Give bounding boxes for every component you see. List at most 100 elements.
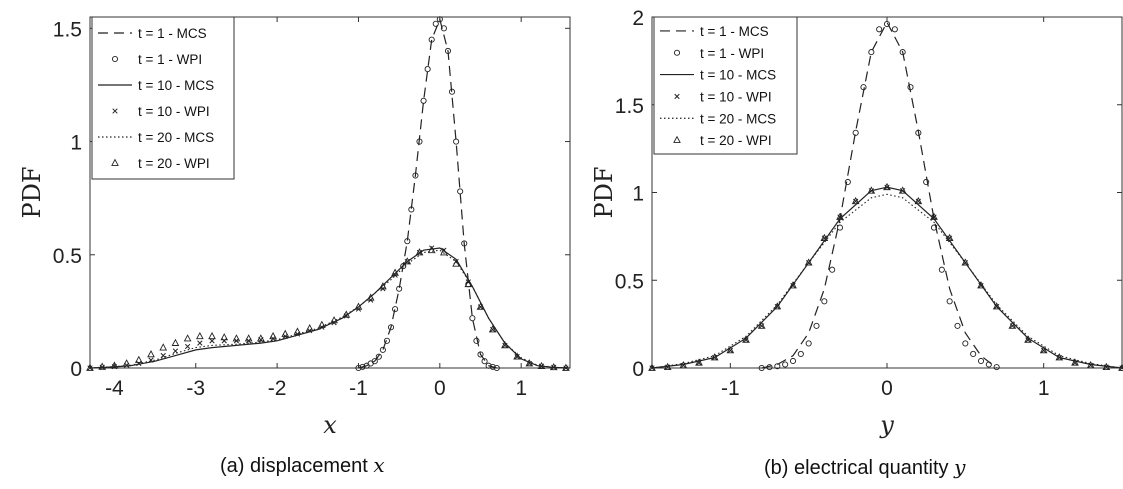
legend-item: t = 1 - MCS xyxy=(660,24,769,39)
series-4 xyxy=(651,193,1123,369)
data-point xyxy=(526,360,532,367)
legend-label: t = 10 - WPI xyxy=(700,89,772,104)
data-point xyxy=(481,358,488,365)
data-point xyxy=(184,343,191,350)
data-point xyxy=(391,268,399,276)
data-point xyxy=(962,340,969,347)
data-point xyxy=(281,329,290,337)
data-point xyxy=(679,361,688,369)
data-point xyxy=(1118,363,1123,371)
data-point xyxy=(396,285,403,292)
data-point xyxy=(930,212,938,220)
data-point xyxy=(962,260,968,266)
data-point xyxy=(159,343,168,351)
series-3 xyxy=(87,245,569,371)
data-point xyxy=(371,358,378,365)
data-point xyxy=(147,350,155,358)
series-2 xyxy=(651,186,1123,369)
legend-swatch xyxy=(111,55,119,63)
legend-swatch xyxy=(674,93,680,100)
data-point xyxy=(648,363,656,371)
plot-frame xyxy=(89,16,571,369)
data-point xyxy=(837,214,843,220)
data-point xyxy=(220,333,229,341)
y-tick-label: 0 xyxy=(70,358,82,381)
legend-item: t = 20 - WPI xyxy=(673,133,772,148)
data-point xyxy=(993,364,1000,371)
legend-swatch xyxy=(112,108,118,114)
legend-box xyxy=(653,16,798,155)
data-point xyxy=(915,129,922,136)
data-point xyxy=(844,178,851,186)
legend-item: t = 20 - WPI xyxy=(111,156,210,171)
series-3 xyxy=(649,184,1123,371)
data-point xyxy=(900,188,906,194)
data-point xyxy=(930,224,938,231)
y-axis-label: PDF xyxy=(590,166,618,218)
data-point xyxy=(914,196,923,205)
data-point xyxy=(392,306,399,313)
data-point xyxy=(898,186,907,194)
legend-box xyxy=(91,16,235,180)
data-point xyxy=(696,360,702,366)
data-point xyxy=(836,224,844,231)
data-point xyxy=(305,324,314,332)
data-point xyxy=(134,355,143,363)
legend: t = 1 - MCS t = 1 - WPI t = 10 - MCS t = 10… xyxy=(653,16,798,155)
data-point xyxy=(992,302,1001,310)
data-point xyxy=(221,338,227,344)
x-axis-label: y xyxy=(879,411,894,439)
data-point xyxy=(256,334,265,342)
legend-label: t = 20 - WPI xyxy=(700,133,772,148)
data-point xyxy=(1056,354,1062,361)
series-1 xyxy=(355,16,500,372)
data-point xyxy=(98,362,107,370)
data-point xyxy=(758,364,765,372)
data-point xyxy=(403,257,412,265)
data-point xyxy=(766,364,773,371)
x-tick-label: -3 xyxy=(186,377,205,400)
data-point xyxy=(428,36,435,43)
data-point xyxy=(961,258,970,266)
data-point xyxy=(1055,353,1064,361)
data-point xyxy=(947,235,953,241)
data-point xyxy=(448,88,456,95)
data-point xyxy=(232,334,241,342)
legend-label: t = 10 - MCS xyxy=(138,78,214,93)
legend-item: t = 10 - WPI xyxy=(674,89,772,104)
data-point xyxy=(829,266,836,273)
data-point xyxy=(383,337,390,344)
caption-text: (b) electrical quantity xyxy=(764,457,954,479)
data-point xyxy=(195,331,204,340)
x-tick-label: -2 xyxy=(268,377,287,400)
legend-item: t = 1 - WPI xyxy=(111,52,202,67)
data-point xyxy=(852,129,859,136)
legend-label: t = 1 - WPI xyxy=(138,52,202,67)
data-point xyxy=(891,26,898,33)
data-point xyxy=(977,357,985,365)
data-point xyxy=(501,341,509,349)
data-point xyxy=(355,364,362,372)
data-point xyxy=(330,316,338,324)
chart-a: -4 -3 -2 -1 0 1 0 0.5 1 1.5 x PDF (a) displacement x… xyxy=(18,16,571,477)
legend-item: t = 1 - WPI xyxy=(673,46,764,61)
data-point xyxy=(797,350,804,358)
series-0 xyxy=(358,17,497,369)
data-point xyxy=(836,212,844,220)
data-point xyxy=(489,363,496,370)
data-point xyxy=(404,238,411,245)
data-point xyxy=(525,359,534,367)
data-point xyxy=(86,363,94,371)
data-point xyxy=(551,364,557,370)
legend-swatch xyxy=(673,49,681,56)
legend-label: t = 1 - WPI xyxy=(700,46,764,61)
data-point xyxy=(415,248,424,256)
y-tick-label: 0.5 xyxy=(615,270,644,293)
series-5 xyxy=(648,182,1123,371)
series-5 xyxy=(86,245,570,371)
data-point xyxy=(513,352,521,360)
data-point xyxy=(883,20,891,28)
data-point xyxy=(473,337,480,344)
data-point xyxy=(427,245,436,254)
